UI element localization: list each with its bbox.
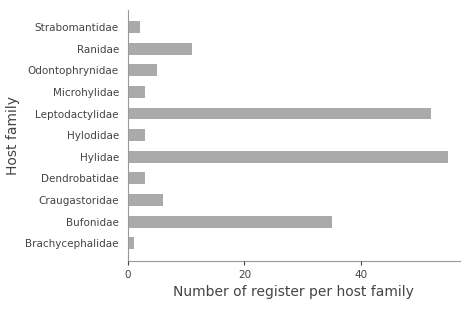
Bar	[128, 172, 146, 184]
Bar	[128, 151, 448, 163]
Bar	[128, 216, 332, 228]
Bar	[128, 194, 163, 206]
Bar	[128, 129, 146, 141]
Bar	[128, 64, 157, 76]
X-axis label: Number of register per host family: Number of register per host family	[173, 285, 414, 299]
Bar	[128, 107, 431, 120]
Y-axis label: Host family: Host family	[6, 96, 20, 175]
Bar	[128, 21, 140, 33]
Bar	[128, 43, 192, 54]
Bar	[128, 238, 134, 249]
Bar	[128, 86, 146, 98]
